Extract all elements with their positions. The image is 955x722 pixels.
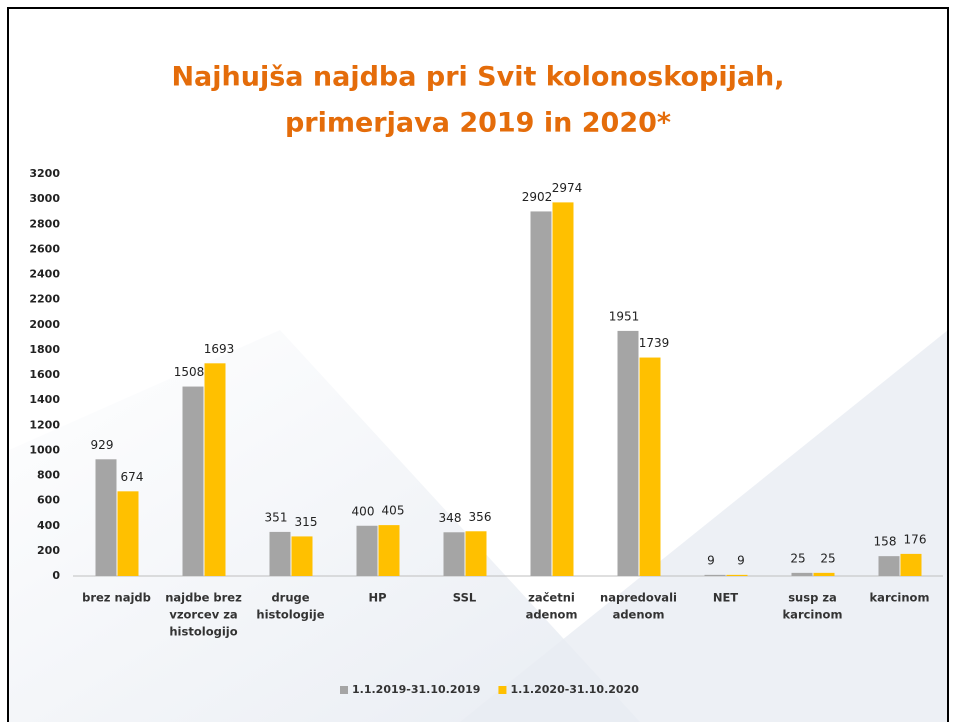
value-label: 1508 [174,365,205,379]
bar [182,386,204,576]
bar [878,556,900,576]
value-label: 356 [469,510,492,524]
x-tick-label: susp za [788,591,837,605]
y-tick-label: 2200 [29,293,60,306]
bar [704,574,726,576]
y-tick-label: 2400 [29,268,60,281]
x-tick-label: NET [713,591,738,605]
value-label: 25 [790,551,805,565]
y-tick-label: 2800 [29,217,60,230]
bar [204,363,226,576]
x-tick-label: SSL [453,591,477,605]
decor [460,330,948,722]
value-label: 351 [265,510,288,524]
value-label: 2902 [522,190,553,204]
value-label: 400 [352,504,375,518]
value-label: 158 [874,535,897,549]
y-tick-label: 400 [37,519,60,532]
value-label: 1693 [204,342,235,356]
bar [378,525,400,576]
value-label: 929 [91,438,114,452]
bar [552,202,574,577]
bar [356,525,378,576]
x-tick-label: začetni [528,591,575,605]
x-tick-label: histologijo [169,625,237,639]
bar [813,572,835,576]
x-tick-label: druge [271,591,309,605]
x-tick-label: napredovali [600,591,677,605]
x-tick-label: brez najdb [82,591,151,605]
y-tick-label: 3000 [29,192,60,205]
bar [95,459,117,576]
chart-title: Najhujša najdba pri Svit kolonoskopijah, [171,62,784,93]
value-label: 348 [439,511,462,525]
y-tick-label: 1800 [29,343,60,356]
bar [530,211,552,576]
value-label: 2974 [552,181,583,195]
value-label: 405 [382,504,405,518]
x-tick-label: najdbe brez [165,591,242,605]
value-label: 1951 [609,309,640,323]
chart-title: primerjava 2019 in 2020* [285,108,671,139]
y-tick-label: 1000 [29,443,60,456]
y-tick-label: 3200 [29,167,60,180]
y-tick-label: 1200 [29,418,60,431]
bar [443,532,465,576]
y-tick-label: 2000 [29,318,60,331]
legend-swatch [498,686,507,694]
x-tick-label: vzorcev za [169,608,237,622]
y-tick-label: 200 [37,544,60,557]
y-tick-label: 1600 [29,368,60,381]
bar [900,553,922,576]
x-tick-label: histologije [256,608,324,622]
value-label: 9 [707,553,715,567]
legend-swatch [340,686,348,694]
bar [117,491,139,576]
bar [465,531,487,576]
value-label: 176 [904,532,927,546]
x-tick-label: karcinom [870,591,930,605]
value-label: 315 [295,515,318,529]
bar [791,572,813,576]
x-tick-label: HP [368,591,386,605]
x-tick-label: adenom [613,608,665,622]
bar [726,574,748,576]
value-label: 674 [121,470,144,484]
y-tick-label: 1400 [29,393,60,406]
x-tick-label: karcinom [783,608,843,622]
legend-label: 1.1.2020-31.10.2020 [510,683,639,696]
value-label: 9 [737,553,745,567]
slide-frame [7,7,949,722]
bar [291,536,313,576]
value-label: 25 [820,551,835,565]
value-label: 1739 [639,336,670,350]
y-tick-label: 0 [52,569,60,582]
x-tick-label: adenom [526,608,578,622]
y-tick-label: 800 [37,469,60,482]
bar [617,330,639,576]
bar [269,531,291,576]
decor [9,330,640,722]
legend-label: 1.1.2019-31.10.2019 [352,683,480,696]
y-tick-label: 2600 [29,242,60,255]
bar [639,357,661,576]
y-tick-label: 600 [37,494,60,507]
